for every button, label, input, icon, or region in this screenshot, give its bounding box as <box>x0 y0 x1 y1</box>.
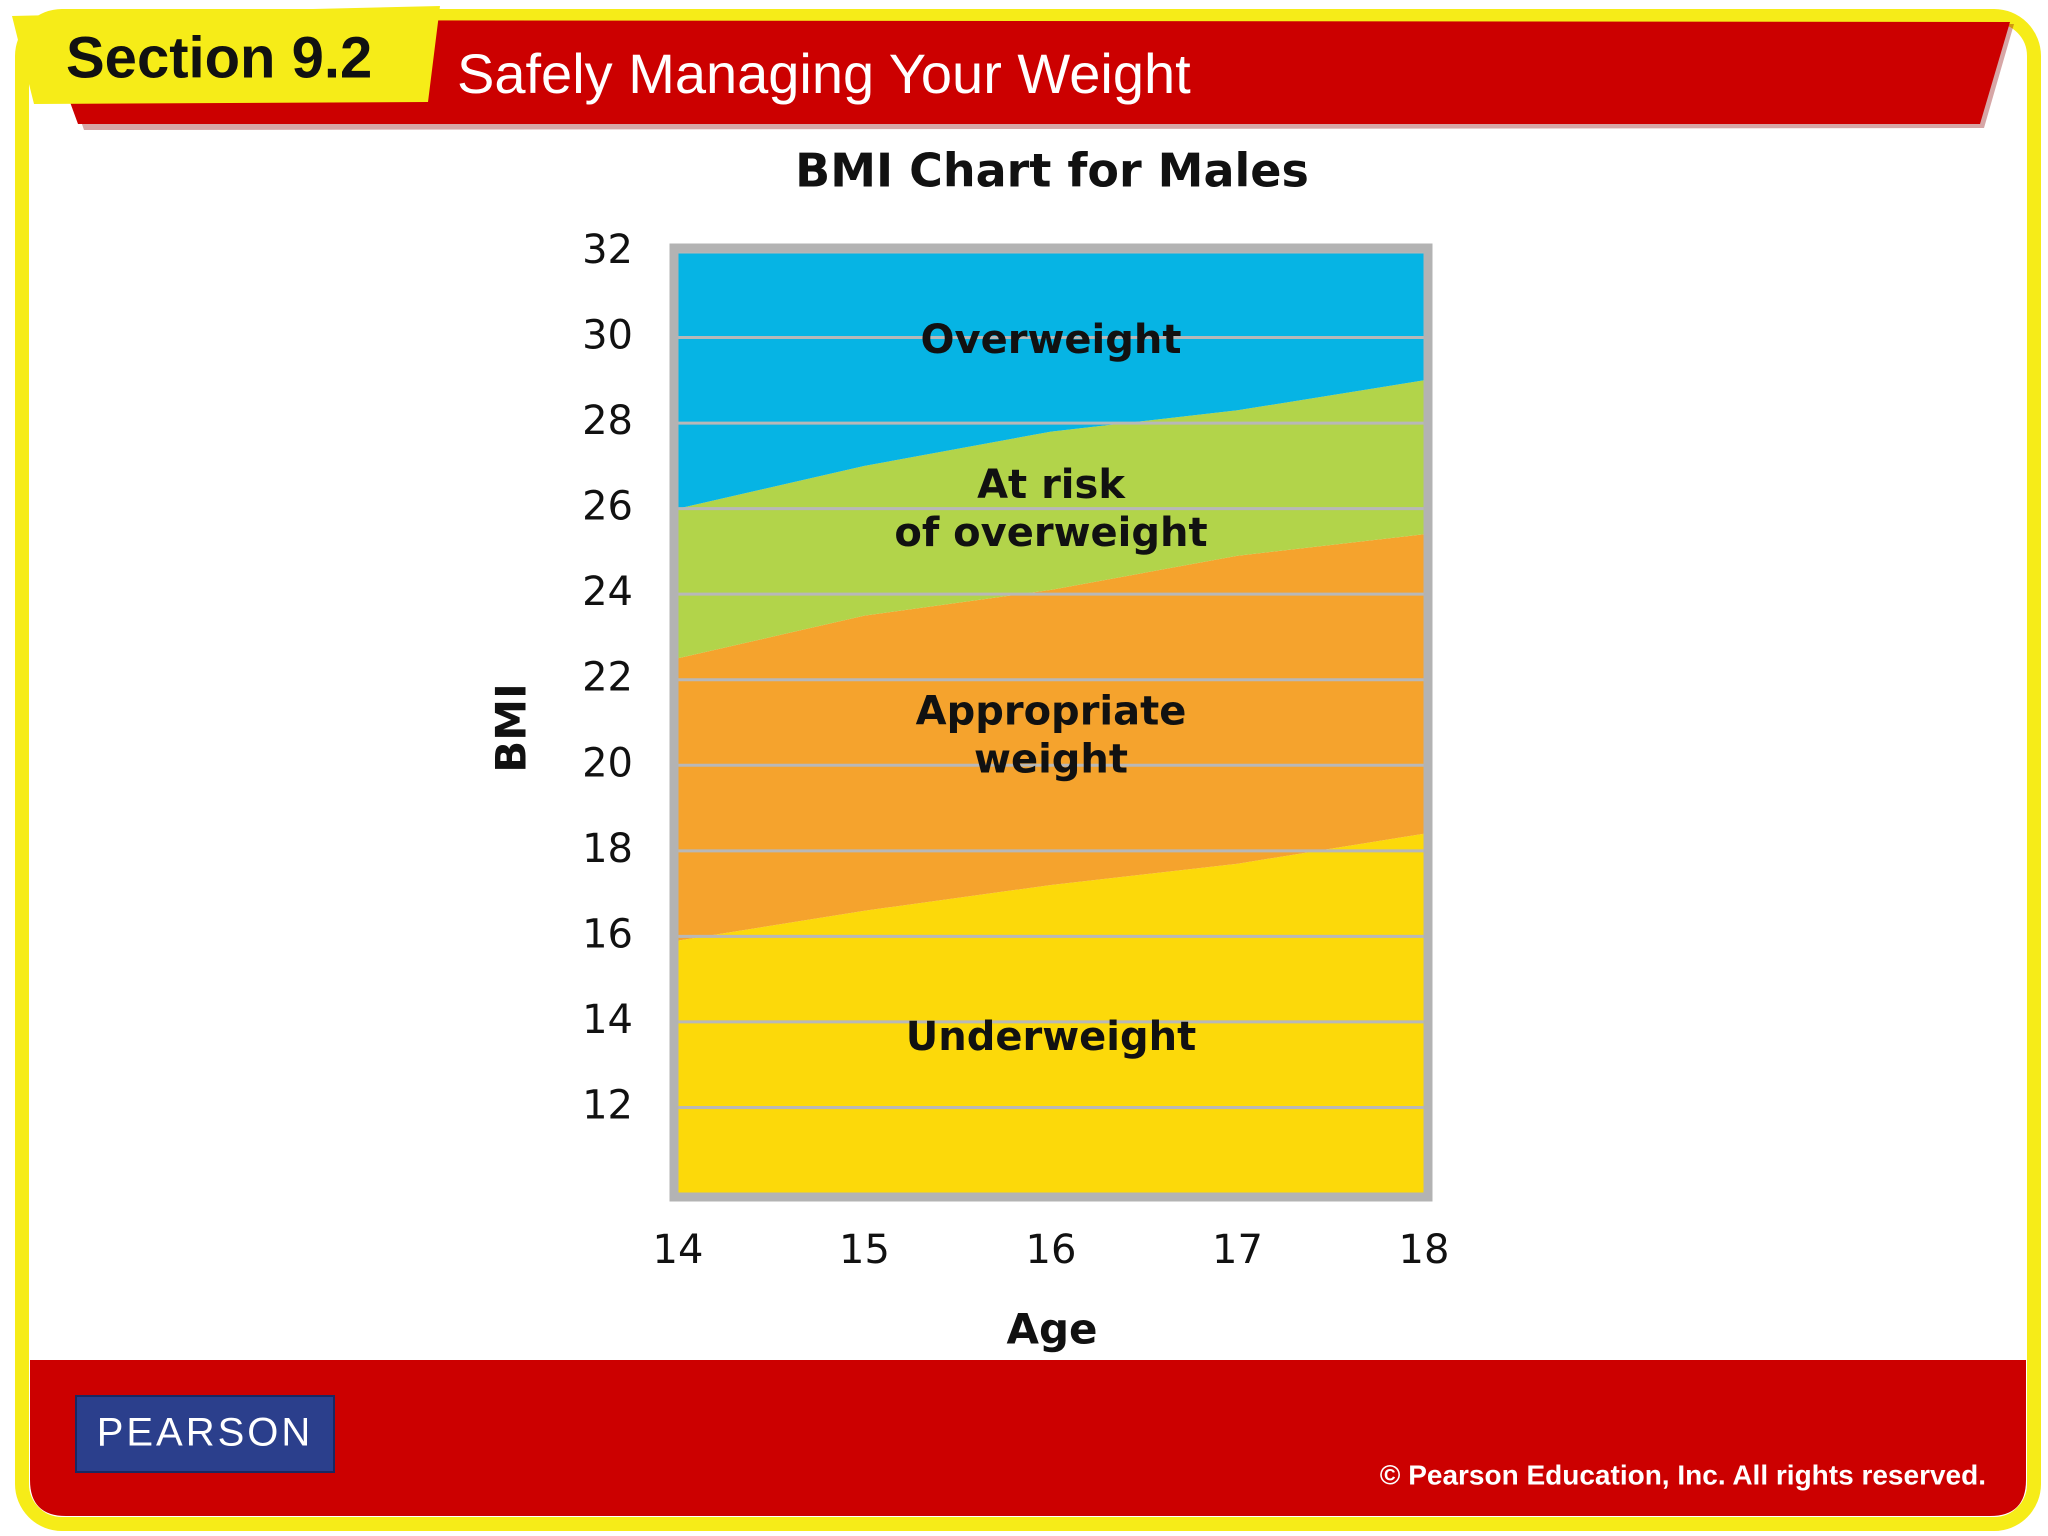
area-band <box>678 380 1424 659</box>
copyright: © Pearson Education, Inc. All rights res… <box>1380 1459 1986 1490</box>
y-tick-label: 20 <box>582 740 633 786</box>
y-tick-label: 16 <box>582 911 633 957</box>
plot-border <box>669 243 1433 1202</box>
slide-title: Safely Managing Your Weight <box>457 42 1191 105</box>
x-tick-label: 15 <box>839 1227 890 1273</box>
x-tick-label: 17 <box>1212 1227 1263 1273</box>
y-tick-label: 32 <box>582 227 633 273</box>
pearson-logo-box <box>75 1395 335 1473</box>
x-axis-label: Age <box>1006 1305 1097 1354</box>
band-label: Appropriate weight <box>916 688 1187 782</box>
x-tick-label: 14 <box>653 1227 704 1273</box>
band-label: Overweight <box>921 317 1182 363</box>
footer-band <box>30 1360 2026 1516</box>
y-tick-label: 12 <box>582 1082 633 1128</box>
y-axis-label: BMI <box>487 683 536 772</box>
y-tick-label: 28 <box>582 398 633 444</box>
area-band <box>678 534 1424 941</box>
y-tick-label: 14 <box>582 997 633 1043</box>
band-label: At risk of overweight <box>894 462 1207 556</box>
section-tag <box>12 6 440 104</box>
plot: 12 14 16 18 20 22 24 26 28 30 32 14 15 16 17 18 Underwei… <box>582 227 1449 1273</box>
x-tick-label: 16 <box>1026 1227 1077 1273</box>
y-tick-label: 24 <box>582 569 633 615</box>
area-band <box>678 833 1424 1193</box>
pearson-logo: PEARSON <box>97 1411 314 1455</box>
band-label: Underweight <box>906 1014 1196 1060</box>
y-tick-label: 30 <box>582 313 633 359</box>
header-band <box>40 20 2010 124</box>
y-tick-label: 18 <box>582 826 633 872</box>
x-tick-label: 18 <box>1399 1227 1450 1273</box>
area-band <box>678 252 1424 509</box>
chart-title: BMI Chart for Males <box>795 144 1309 198</box>
y-tick-label: 22 <box>582 655 633 701</box>
y-tick-label: 26 <box>582 484 633 530</box>
section-label: Section 9.2 <box>66 25 372 90</box>
